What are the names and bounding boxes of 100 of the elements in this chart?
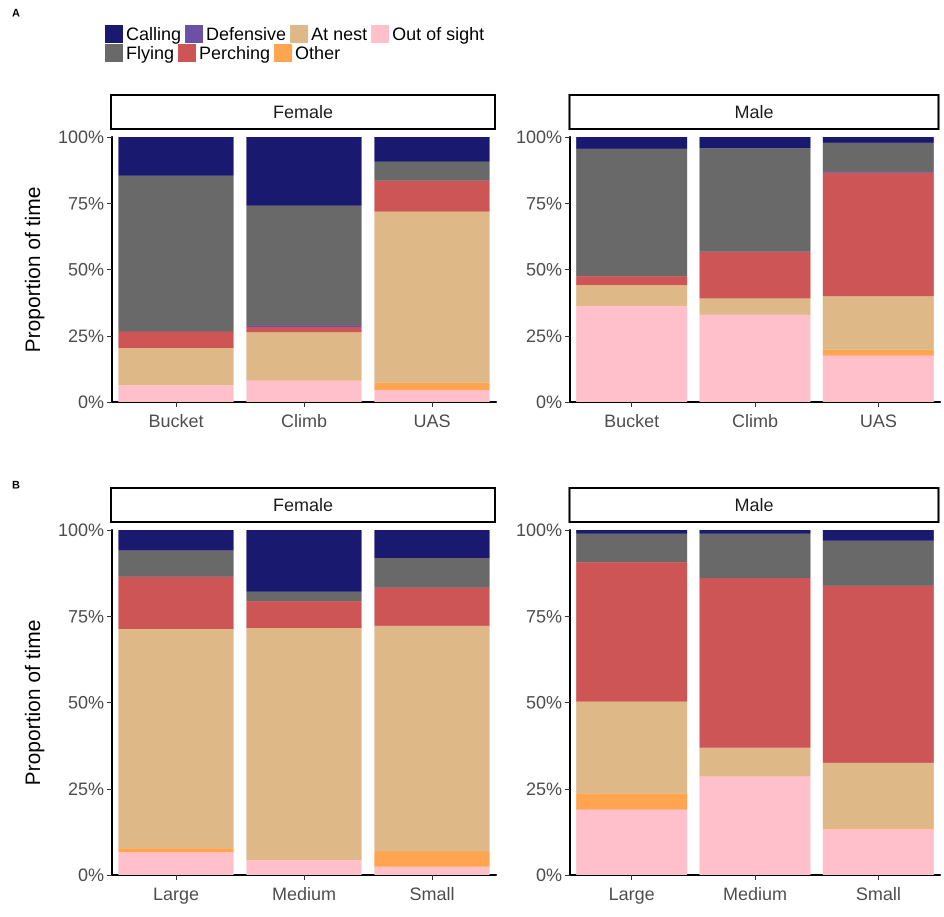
bar xyxy=(246,137,362,206)
y-tick-label: 100% xyxy=(58,127,104,147)
bar xyxy=(700,578,810,748)
chart-title: Female xyxy=(272,495,334,515)
x-tick-label: Bucket xyxy=(148,411,204,431)
bar xyxy=(576,701,688,794)
x-tick-label: Climb xyxy=(732,411,778,431)
bar xyxy=(374,211,490,383)
bar xyxy=(576,137,688,149)
bar xyxy=(576,809,688,875)
x-tick-label: Small xyxy=(856,884,901,904)
bar xyxy=(700,252,810,298)
text: A xyxy=(12,8,20,20)
bar xyxy=(118,348,234,386)
y-tick-label: 50% xyxy=(68,692,104,712)
y-tick-label: 50% xyxy=(526,260,562,280)
y-axis-title: Proportion of time xyxy=(22,186,45,352)
bar xyxy=(576,276,688,286)
bar xyxy=(576,562,688,702)
bar xyxy=(118,530,234,550)
bar xyxy=(374,588,490,626)
bar xyxy=(700,298,810,315)
bar xyxy=(246,206,362,326)
x-tick-label: UAS xyxy=(860,411,897,431)
bar xyxy=(246,628,362,860)
chart-title: Male xyxy=(734,102,774,122)
bar xyxy=(822,530,934,541)
bar xyxy=(246,601,362,628)
text: B xyxy=(12,480,20,492)
x-tick-label: Small xyxy=(409,884,455,904)
y-tick-label: 25% xyxy=(68,326,104,346)
bar xyxy=(576,148,688,276)
y-tick-label: 75% xyxy=(68,193,104,214)
y-tick-label: 0% xyxy=(536,865,562,885)
bar xyxy=(576,533,688,562)
bar xyxy=(700,748,810,776)
bar xyxy=(246,860,362,875)
y-tick-label: 75% xyxy=(68,606,104,626)
bar xyxy=(374,382,490,390)
bar xyxy=(374,390,490,402)
y-tick-label: 75% xyxy=(526,193,562,214)
y-tick-label: 75% xyxy=(526,606,562,626)
bar xyxy=(822,356,934,402)
y-axis-title: Proportion of time xyxy=(22,620,45,786)
y-tick-label: 50% xyxy=(526,692,562,712)
x-tick-label: Medium xyxy=(722,884,788,904)
bar xyxy=(118,576,234,630)
legend-label: Out of sight xyxy=(392,24,484,44)
x-tick-label: Large xyxy=(608,884,655,904)
bar xyxy=(118,137,234,176)
legend-label: Other xyxy=(295,43,340,63)
bar xyxy=(700,530,810,534)
y-tick-label: 100% xyxy=(516,127,562,147)
bar xyxy=(700,148,810,252)
bar xyxy=(374,530,490,558)
y-tick-label: 100% xyxy=(58,520,104,540)
x-tick-label: Climb xyxy=(280,411,328,431)
legend-label: Defensive xyxy=(206,24,286,44)
legend-label: Perching xyxy=(199,43,270,63)
legend-label: Flying xyxy=(126,43,174,63)
y-tick-label: 100% xyxy=(516,520,562,540)
bar xyxy=(822,137,934,143)
bar xyxy=(118,852,234,875)
bar xyxy=(700,533,810,578)
bar xyxy=(246,380,362,402)
bar xyxy=(576,794,688,810)
bar xyxy=(374,180,490,212)
chart-title: Female xyxy=(272,102,334,122)
x-tick-label: UAS xyxy=(413,411,451,431)
bar xyxy=(822,296,934,350)
y-tick-label: 25% xyxy=(68,778,104,799)
bar xyxy=(118,629,234,848)
bar xyxy=(822,172,934,296)
chart-title: Male xyxy=(734,495,774,515)
x-tick-label: Large xyxy=(152,884,200,904)
bar xyxy=(374,137,490,162)
y-tick-label: 0% xyxy=(536,392,562,412)
bar xyxy=(374,852,490,867)
bar xyxy=(822,540,934,586)
bar xyxy=(822,142,934,172)
bar xyxy=(246,592,362,602)
legend-label: At nest xyxy=(311,24,368,44)
y-tick-label: 0% xyxy=(78,865,104,885)
bar xyxy=(822,350,934,356)
bar xyxy=(576,306,688,402)
bar xyxy=(118,332,234,348)
bar xyxy=(700,137,810,148)
bar xyxy=(374,558,490,588)
bar xyxy=(822,829,934,875)
y-tick-label: 25% xyxy=(526,778,562,799)
bar xyxy=(246,327,362,332)
bar xyxy=(118,385,234,402)
x-tick-label: Bucket xyxy=(604,411,660,431)
bar xyxy=(576,530,688,534)
bar xyxy=(374,626,490,852)
bar xyxy=(822,762,934,828)
bar xyxy=(118,550,234,577)
bar xyxy=(374,866,490,875)
bar xyxy=(576,285,688,306)
bar xyxy=(246,530,362,592)
